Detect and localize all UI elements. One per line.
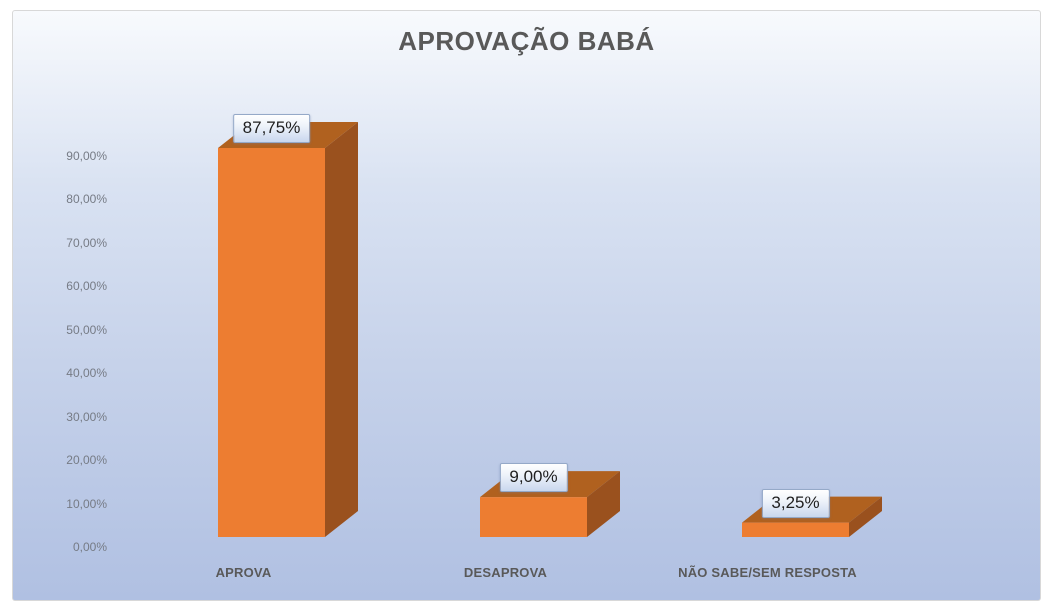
category-label-aprova: APROVA bbox=[215, 565, 272, 580]
bar-aprova[interactable] bbox=[218, 122, 358, 538]
data-label-desaprova: 9,00% bbox=[499, 463, 568, 493]
y-axis-tick-label: 80,00% bbox=[66, 192, 107, 207]
y-axis-tick-label: 50,00% bbox=[66, 322, 107, 337]
y-axis-tick-label: 0,00% bbox=[72, 540, 107, 554]
y-axis-tick-label: 20,00% bbox=[66, 453, 107, 468]
bar-side-face[interactable] bbox=[587, 471, 620, 537]
y-axis-tick-label: 40,00% bbox=[66, 366, 107, 381]
y-axis-tick-label: 10,00% bbox=[66, 496, 107, 511]
bar-front-face[interactable] bbox=[742, 522, 849, 537]
bar-front-face[interactable] bbox=[480, 497, 587, 537]
y-axis-tick-label: 60,00% bbox=[66, 279, 107, 294]
data-label-nao-sabe: 3,25% bbox=[761, 488, 830, 518]
data-label-aprova: 87,75% bbox=[232, 114, 311, 143]
category-label-nao-sabe: NÃO SABE/SEM RESPOSTA bbox=[678, 565, 857, 580]
y-axis-tick-label: 90,00% bbox=[66, 149, 107, 164]
y-axis: 0,00% 10,00% 20,00% 30,00% 40,00% 50,00% 60,00… bbox=[0, 0, 107, 613]
bar-front-face[interactable] bbox=[218, 148, 325, 537]
chart-title: APROVAÇÃO BABÁ bbox=[398, 26, 655, 56]
category-label-desaprova: DESAPROVA bbox=[463, 565, 548, 580]
y-axis-tick-label: 30,00% bbox=[66, 409, 107, 424]
y-axis-tick-label: 70,00% bbox=[66, 235, 107, 250]
bar-side-face[interactable] bbox=[325, 122, 358, 538]
bar-side-face[interactable] bbox=[849, 496, 882, 537]
